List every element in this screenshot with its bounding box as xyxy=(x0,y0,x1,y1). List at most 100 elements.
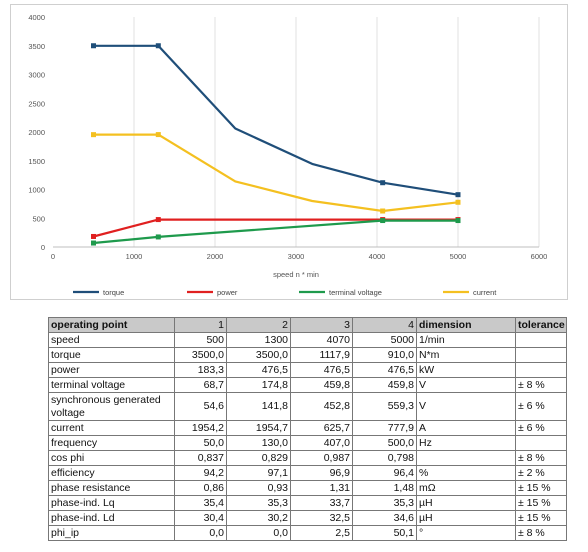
row-value: 35,3 xyxy=(226,495,291,511)
y-tick-label: 0 xyxy=(41,243,45,252)
row-value: 94,2 xyxy=(174,465,227,481)
row-dimension: kW xyxy=(416,362,516,378)
table-row: phase resistance 0,86 0,93 1,31 1,48 mΩ ± 15 % xyxy=(48,480,567,496)
row-value: 1300 xyxy=(226,332,291,348)
row-dimension: N*m xyxy=(416,347,516,363)
row-value: 5000 xyxy=(352,332,417,348)
row-value: 4070 xyxy=(290,332,353,348)
row-label: frequency xyxy=(48,435,175,451)
table-row: speed 500 1300 4070 5000 1/min xyxy=(48,332,567,348)
table-row: phi_ip 0,0 0,0 2,5 50,1 ° ± 8 % xyxy=(48,525,567,541)
row-value: 35,4 xyxy=(174,495,227,511)
row-value: 910,0 xyxy=(352,347,417,363)
row-dimension: 1/min xyxy=(416,332,516,348)
data-point xyxy=(380,218,386,224)
legend-label: power xyxy=(217,288,238,297)
row-tolerance: ± 15 % xyxy=(515,510,567,526)
row-dimension: A xyxy=(416,420,516,436)
row-value: 500,0 xyxy=(352,435,417,451)
row-value: 476,5 xyxy=(226,362,291,378)
row-value: 1954,2 xyxy=(174,420,227,436)
header-dimension: dimension xyxy=(416,317,516,333)
table-row: cos phi 0,837 0,829 0,987 0,798 ± 8 % xyxy=(48,450,567,466)
x-tick-label: 1000 xyxy=(126,252,143,261)
header-operating-point: operating point xyxy=(48,317,175,333)
row-label: phase resistance xyxy=(48,480,175,496)
row-value: 452,8 xyxy=(290,392,353,421)
row-dimension xyxy=(416,450,516,466)
row-tolerance xyxy=(515,435,567,451)
row-value: 3500,0 xyxy=(174,347,227,363)
row-tolerance: ± 15 % xyxy=(515,495,567,511)
row-value: 777,9 xyxy=(352,420,417,436)
row-value: 50,1 xyxy=(352,525,417,541)
row-value: 559,3 xyxy=(352,392,417,421)
row-tolerance xyxy=(515,362,567,378)
row-label: efficiency xyxy=(48,465,175,481)
series-line-0 xyxy=(93,44,459,196)
data-point xyxy=(91,233,96,239)
series-lines xyxy=(91,43,461,246)
x-tick-label: 0 xyxy=(51,252,55,261)
row-tolerance xyxy=(515,332,567,348)
grid-lines xyxy=(133,17,540,247)
y-tick-label: 2500 xyxy=(28,99,45,108)
row-tolerance: ± 15 % xyxy=(515,480,567,496)
row-value: 459,8 xyxy=(290,377,353,393)
data-point xyxy=(155,43,161,49)
row-tolerance: ± 8 % xyxy=(515,450,567,466)
row-tolerance: ± 8 % xyxy=(515,377,567,393)
x-tick-label: 6000 xyxy=(531,252,548,261)
row-value: 50,0 xyxy=(174,435,227,451)
legend: torque power terminal voltage current xyxy=(73,288,497,297)
header-point-3: 3 xyxy=(290,317,353,333)
row-value: 32,5 xyxy=(290,510,353,526)
row-dimension: mΩ xyxy=(416,480,516,496)
data-point xyxy=(455,218,461,224)
data-point xyxy=(155,132,161,138)
header-tolerance: tolerance xyxy=(515,317,567,333)
row-value: 33,7 xyxy=(290,495,353,511)
table-row: torque 3500,0 3500,0 1117,9 910,0 N*m xyxy=(48,347,567,363)
row-value: 174,8 xyxy=(226,377,291,393)
row-dimension: µH xyxy=(416,495,516,511)
legend-label: current xyxy=(473,288,497,297)
row-label: synchronous generated voltage xyxy=(48,392,175,421)
row-value: 0,798 xyxy=(352,450,417,466)
row-value: 0,0 xyxy=(226,525,291,541)
table-row: frequency 50,0 130,0 407,0 500,0 Hz xyxy=(48,435,567,451)
x-tick-label: 4000 xyxy=(369,252,386,261)
legend-label: torque xyxy=(103,288,124,297)
row-dimension: µH xyxy=(416,510,516,526)
row-dimension: Hz xyxy=(416,435,516,451)
tick-labels: 0 1000 2000 3000 4000 5000 6000 0 500 1000 1500 200… xyxy=(28,13,547,261)
row-value: 183,3 xyxy=(174,362,227,378)
row-value: 96,4 xyxy=(352,465,417,481)
legend-label: terminal voltage xyxy=(329,288,382,297)
row-value: 476,5 xyxy=(352,362,417,378)
data-point xyxy=(91,43,96,49)
row-value: 68,7 xyxy=(174,377,227,393)
data-point xyxy=(91,240,96,246)
data-point xyxy=(155,217,161,223)
row-tolerance: ± 8 % xyxy=(515,525,567,541)
row-value: 625,7 xyxy=(290,420,353,436)
row-value: 0,86 xyxy=(174,480,227,496)
row-value: 30,4 xyxy=(174,510,227,526)
table-row: phase-ind. Ld 30,4 30,2 32,5 34,6 µH ± 15 % xyxy=(48,510,567,526)
line-chart: 0 1000 2000 3000 4000 5000 6000 0 500 1000 1500 200… xyxy=(28,13,547,297)
y-tick-label: 1000 xyxy=(28,186,45,195)
row-label: current xyxy=(48,420,175,436)
row-label: cos phi xyxy=(48,450,175,466)
operating-points-table: operating point 1 2 3 4 dimension tolera… xyxy=(48,317,567,541)
row-value: 30,2 xyxy=(226,510,291,526)
row-tolerance: ± 2 % xyxy=(515,465,567,481)
y-tick-label: 1500 xyxy=(28,157,45,166)
row-dimension: V xyxy=(416,392,516,421)
table-header-row: operating point 1 2 3 4 dimension tolera… xyxy=(48,317,567,333)
y-tick-label: 500 xyxy=(32,214,45,223)
data-point xyxy=(155,234,161,240)
data-point xyxy=(380,208,386,214)
row-label: terminal voltage xyxy=(48,377,175,393)
y-tick-label: 3500 xyxy=(28,42,45,51)
